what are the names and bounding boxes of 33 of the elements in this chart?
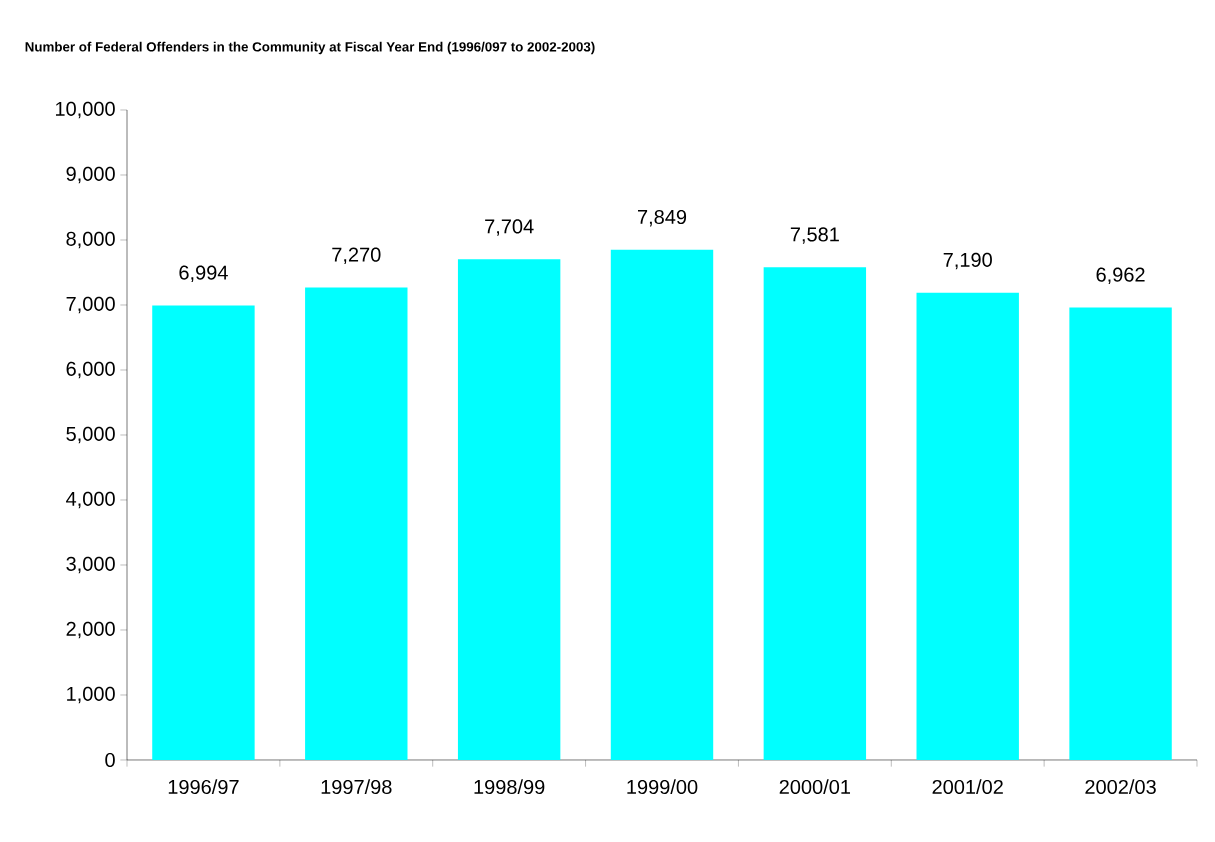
y-tick-label: 1,000 — [67, 686, 115, 704]
data-label: 7,581 — [790, 227, 839, 244]
y-tick-label: 8,000 — [66, 231, 115, 249]
data-label: 7,190 — [943, 252, 992, 270]
bar — [305, 287, 408, 760]
data-label: 7,270 — [332, 247, 381, 265]
data-label: 7,849 — [638, 209, 687, 227]
y-tick-label: 4,000 — [66, 491, 115, 509]
data-label: 6,994 — [179, 265, 228, 282]
x-tick-label: 1998/99 — [474, 779, 545, 795]
bar — [916, 292, 1019, 760]
y-tick-label: 2,000 — [66, 621, 115, 639]
x-tick-label: 2002/03 — [1085, 779, 1156, 795]
y-tick-label: 0 — [105, 752, 115, 768]
y-tick-label: 5,000 — [66, 426, 115, 444]
y-tick-label: 6,000 — [66, 361, 115, 379]
data-label: 7,704 — [485, 219, 534, 236]
data-label: 6,962 — [1096, 267, 1145, 285]
bar — [1069, 307, 1172, 760]
bar — [610, 249, 714, 760]
y-tick-label: 7,000 — [66, 296, 115, 314]
y-tick-label: 10,000 — [55, 101, 115, 119]
y-tick-label: 3,000 — [66, 556, 115, 574]
bar — [763, 267, 867, 760]
x-tick-label: 1996/97 — [168, 779, 239, 795]
y-tick-label: 9,000 — [66, 166, 115, 184]
bar — [457, 259, 561, 760]
x-tick-label: 2000/01 — [779, 779, 851, 795]
x-tick-label: 1999/00 — [627, 779, 698, 795]
bar — [152, 305, 255, 760]
chart-title: Number of Federal Offenders in the Community at Fiscal Year End (1996/097 to 2002-2003) — [25, 41, 595, 55]
x-tick-label: 1997/98 — [321, 779, 392, 795]
x-tick-label: 2001/02 — [932, 779, 1003, 795]
